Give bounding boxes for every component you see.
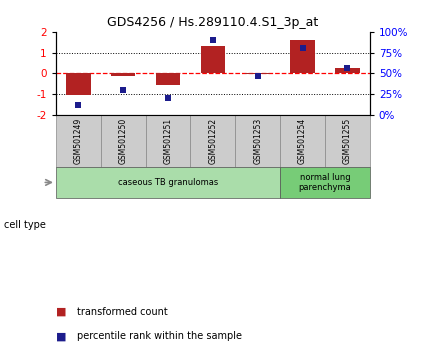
FancyBboxPatch shape — [235, 115, 280, 167]
Bar — [156, 73, 180, 85]
Text: GSM501250: GSM501250 — [119, 118, 128, 164]
FancyBboxPatch shape — [190, 115, 235, 167]
Text: ■: ■ — [56, 307, 66, 316]
Bar — [200, 46, 225, 73]
Text: cell type: cell type — [4, 220, 46, 230]
Point — [209, 37, 216, 43]
Text: percentile rank within the sample: percentile rank within the sample — [77, 331, 243, 341]
FancyBboxPatch shape — [325, 115, 370, 167]
Point — [299, 46, 306, 51]
FancyBboxPatch shape — [280, 167, 370, 198]
Text: GSM501253: GSM501253 — [253, 118, 262, 164]
Text: transformed count: transformed count — [77, 307, 168, 316]
Title: GDS4256 / Hs.289110.4.S1_3p_at: GDS4256 / Hs.289110.4.S1_3p_at — [107, 16, 319, 29]
Point — [120, 87, 126, 93]
Text: normal lung
parenchyma: normal lung parenchyma — [298, 173, 351, 192]
Text: GSM501252: GSM501252 — [209, 118, 217, 164]
Point — [75, 102, 82, 108]
Text: ■: ■ — [56, 331, 66, 341]
Bar — [111, 73, 135, 76]
Point — [344, 65, 351, 70]
Text: GSM501251: GSM501251 — [163, 118, 172, 164]
Bar — [246, 73, 270, 74]
Text: caseous TB granulomas: caseous TB granulomas — [118, 178, 218, 187]
Text: GSM501255: GSM501255 — [343, 118, 352, 164]
Point — [254, 73, 261, 79]
Point — [165, 96, 172, 101]
FancyBboxPatch shape — [56, 167, 280, 198]
FancyBboxPatch shape — [101, 115, 146, 167]
FancyBboxPatch shape — [56, 115, 101, 167]
Bar — [290, 40, 315, 73]
FancyBboxPatch shape — [146, 115, 190, 167]
Bar — [335, 68, 360, 73]
FancyBboxPatch shape — [280, 115, 325, 167]
Bar — [66, 73, 91, 95]
Text: GSM501254: GSM501254 — [298, 118, 307, 164]
Text: GSM501249: GSM501249 — [74, 118, 83, 164]
